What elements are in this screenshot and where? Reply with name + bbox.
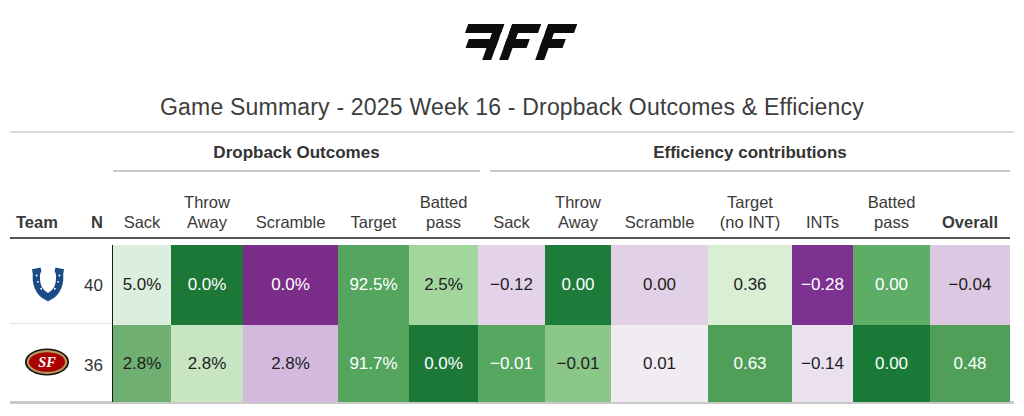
column-header-throw-away: Throw Away <box>545 192 611 233</box>
column-header-n: N <box>74 212 103 233</box>
table-cell: 2.8% <box>171 325 243 402</box>
column-header-sack: Sack <box>478 212 545 233</box>
column-header-batted-pass: Batted pass <box>853 192 930 233</box>
pff-game-summary-graphic: Game Summary - 2025 Week 16 - Dropback O… <box>0 0 1024 416</box>
table-cell: 0.00 <box>611 245 708 325</box>
table-cell: −0.28 <box>792 245 853 325</box>
table-cell: 0.0% <box>409 325 478 402</box>
table-cell: 0.01 <box>611 325 708 402</box>
table-cell: 0.48 <box>930 325 1010 402</box>
table-cell: −0.01 <box>478 325 545 402</box>
column-header-throw-away: Throw Away <box>171 192 243 233</box>
n-value: 40 <box>74 276 103 296</box>
table-cell: 0.00 <box>853 325 930 402</box>
svg-text:SF: SF <box>38 354 56 370</box>
table-cell: −0.14 <box>792 325 853 402</box>
column-header-scramble: Scramble <box>611 212 708 233</box>
dropback-group-underline <box>113 170 480 172</box>
column-header-overall: Overall <box>930 212 1010 233</box>
table-cell: 92.5% <box>338 245 409 325</box>
row-divider <box>10 323 113 324</box>
table-cell: 0.0% <box>243 245 338 325</box>
table-cell: 2.5% <box>409 245 478 325</box>
table-cell: 5.0% <box>113 245 171 325</box>
column-header-ints: INTs <box>792 212 853 233</box>
header-bottom-divider <box>10 237 1010 239</box>
column-header-team: Team <box>16 212 80 233</box>
table-cell: −0.04 <box>930 245 1010 325</box>
table-cell: 0.63 <box>708 325 792 402</box>
table-cell: 0.0% <box>171 245 243 325</box>
column-header-batted-pass: Batted pass <box>409 192 478 233</box>
table-cell: 2.8% <box>243 325 338 402</box>
group-header-efficiency-contributions: Efficiency contributions <box>490 143 1010 163</box>
table-cell: 0.00 <box>853 245 930 325</box>
table-cell: 91.7% <box>338 325 409 402</box>
column-header-target: Target <box>338 212 409 233</box>
colts-logo-icon <box>26 264 70 306</box>
group-header-dropback-outcomes: Dropback Outcomes <box>113 143 480 163</box>
table-cell: −0.01 <box>545 325 611 402</box>
49ers-logo-icon: SF <box>22 344 72 380</box>
column-header-target-no-int: Target (no INT) <box>708 192 792 233</box>
table-cell: 0.00 <box>545 245 611 325</box>
efficiency-group-underline <box>490 170 1010 172</box>
table-cell: 2.8% <box>113 325 171 402</box>
column-header-scramble: Scramble <box>243 212 338 233</box>
top-divider <box>10 131 1014 133</box>
table-cell: −0.12 <box>478 245 545 325</box>
column-header-sack: Sack <box>113 212 171 233</box>
n-value: 36 <box>74 356 103 376</box>
page-title: Game Summary - 2025 Week 16 - Dropback O… <box>0 94 1024 121</box>
table-cell: 0.36 <box>708 245 792 325</box>
pff-logo-icon <box>447 22 577 62</box>
